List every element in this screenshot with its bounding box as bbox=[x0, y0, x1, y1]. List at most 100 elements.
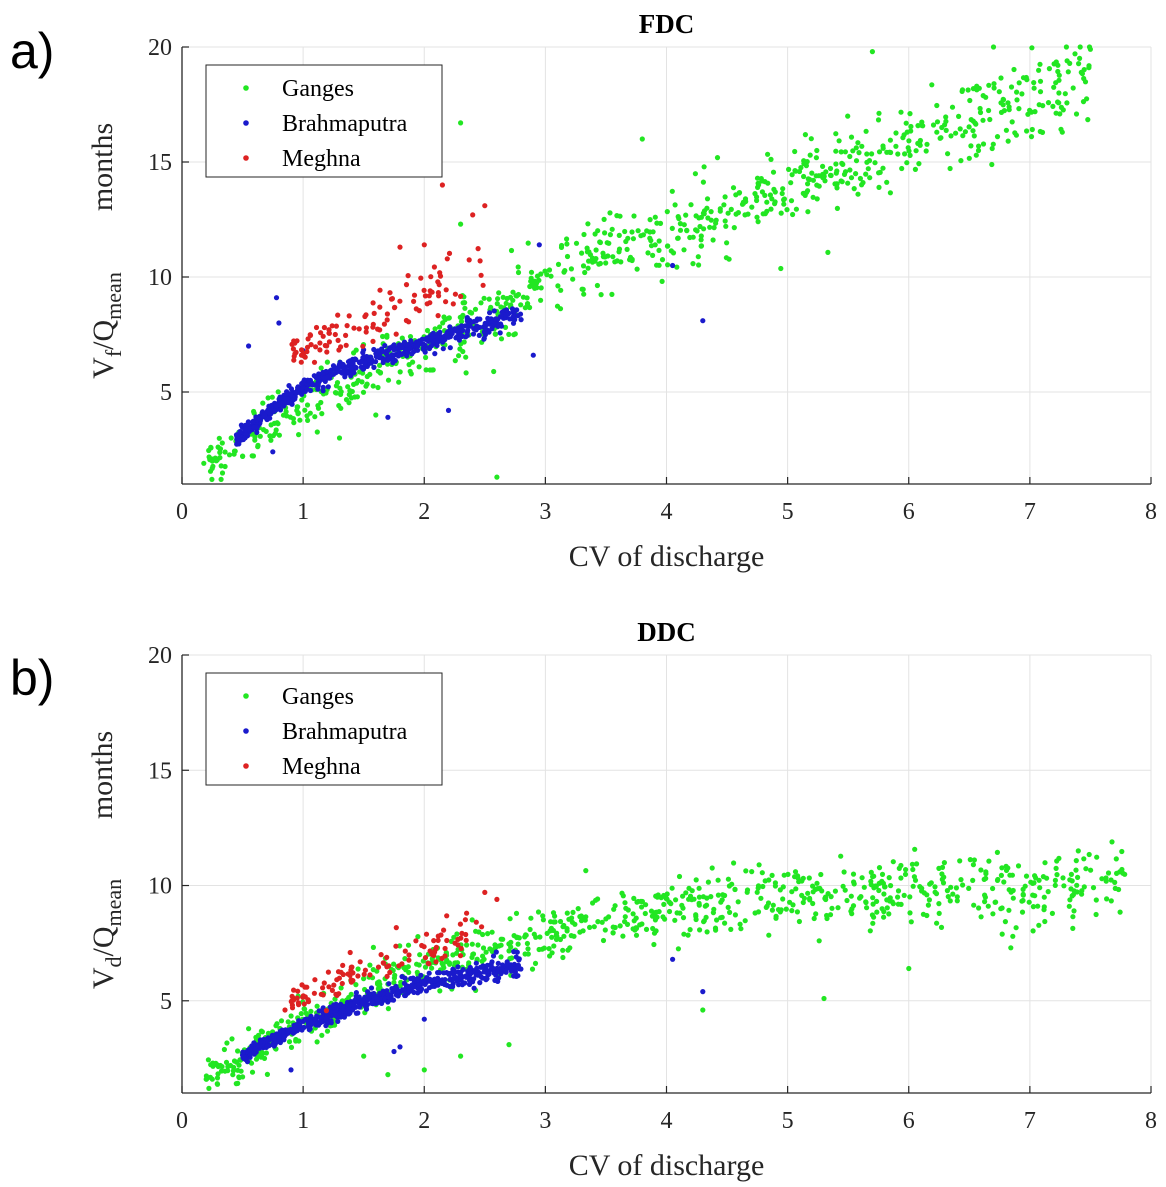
data-point bbox=[680, 905, 686, 911]
x-tick-label: 6 bbox=[903, 499, 915, 525]
data-point bbox=[1014, 97, 1020, 103]
data-point bbox=[433, 959, 439, 965]
data-point bbox=[572, 921, 578, 927]
data-point bbox=[664, 209, 670, 215]
data-point bbox=[246, 1026, 252, 1032]
data-point bbox=[990, 885, 996, 892]
data-point bbox=[304, 349, 310, 355]
data-point bbox=[291, 420, 297, 426]
legend-label: Ganges bbox=[282, 684, 354, 710]
data-point bbox=[900, 135, 906, 141]
data-point bbox=[481, 329, 487, 335]
data-point bbox=[1031, 80, 1037, 86]
data-point bbox=[439, 980, 445, 986]
data-point bbox=[364, 381, 370, 387]
data-point bbox=[895, 888, 902, 894]
data-point bbox=[311, 990, 317, 996]
data-point bbox=[338, 985, 344, 991]
data-point bbox=[459, 930, 465, 937]
data-point bbox=[875, 117, 882, 123]
data-point bbox=[508, 944, 514, 950]
data-point bbox=[696, 894, 703, 900]
data-point bbox=[250, 419, 256, 425]
data-point bbox=[582, 269, 588, 276]
data-point bbox=[318, 330, 324, 336]
data-point bbox=[466, 960, 472, 966]
data-point bbox=[1077, 55, 1083, 62]
data-point bbox=[299, 1027, 305, 1033]
data-point bbox=[291, 987, 297, 993]
data-point bbox=[414, 961, 420, 967]
data-point bbox=[361, 366, 367, 372]
data-point bbox=[602, 254, 608, 260]
data-point bbox=[536, 242, 542, 248]
data-point bbox=[363, 325, 369, 331]
data-point bbox=[387, 290, 393, 296]
data-point bbox=[335, 337, 341, 343]
data-point bbox=[321, 980, 327, 986]
data-point bbox=[350, 978, 356, 984]
data-point bbox=[326, 327, 332, 333]
data-point bbox=[639, 136, 645, 142]
data-point bbox=[909, 861, 916, 867]
chart-title: DDC bbox=[637, 617, 696, 647]
data-point bbox=[1030, 904, 1036, 910]
data-point bbox=[292, 396, 298, 402]
data-point bbox=[324, 343, 330, 349]
data-point bbox=[225, 1068, 231, 1074]
data-point bbox=[340, 962, 346, 969]
data-point bbox=[387, 969, 393, 976]
panel-label: a) bbox=[10, 23, 54, 79]
data-point bbox=[1053, 110, 1059, 116]
data-point bbox=[324, 1028, 331, 1034]
data-point bbox=[813, 173, 819, 179]
data-point bbox=[874, 898, 880, 905]
data-point bbox=[713, 217, 719, 223]
data-point bbox=[597, 239, 604, 246]
data-point bbox=[320, 384, 326, 390]
data-point bbox=[978, 914, 984, 920]
data-point bbox=[707, 224, 713, 230]
data-point bbox=[408, 371, 414, 377]
data-point bbox=[683, 890, 689, 896]
data-point bbox=[851, 879, 857, 885]
data-point bbox=[479, 964, 485, 970]
data-point bbox=[926, 897, 933, 903]
data-point bbox=[902, 151, 908, 157]
data-point bbox=[910, 883, 916, 889]
data-point bbox=[623, 238, 629, 245]
data-point bbox=[674, 264, 680, 270]
data-point bbox=[361, 971, 367, 978]
data-point bbox=[769, 907, 776, 913]
data-point bbox=[850, 903, 857, 909]
data-point bbox=[806, 875, 812, 881]
data-point bbox=[266, 403, 272, 409]
data-point bbox=[506, 1042, 512, 1048]
data-point bbox=[1005, 138, 1011, 144]
data-point bbox=[958, 158, 964, 164]
data-point bbox=[538, 285, 544, 291]
data-point bbox=[537, 934, 543, 940]
data-point bbox=[1085, 117, 1091, 123]
data-point bbox=[609, 226, 615, 232]
data-point bbox=[548, 273, 554, 279]
data-point bbox=[863, 171, 869, 177]
data-point bbox=[916, 161, 922, 167]
y-tick-label: 20 bbox=[148, 643, 172, 669]
data-point bbox=[524, 295, 530, 301]
data-point bbox=[515, 291, 522, 298]
data-point bbox=[1058, 104, 1064, 110]
data-point bbox=[510, 289, 516, 295]
data-point bbox=[887, 898, 893, 904]
data-point bbox=[957, 858, 963, 864]
data-point bbox=[475, 942, 481, 948]
data-point bbox=[715, 892, 722, 898]
data-point bbox=[1054, 858, 1060, 864]
data-point bbox=[493, 949, 499, 955]
data-point bbox=[210, 1060, 216, 1066]
data-point bbox=[453, 335, 459, 341]
data-point bbox=[867, 928, 873, 934]
data-point bbox=[1030, 928, 1036, 934]
data-point bbox=[1050, 103, 1056, 109]
data-point bbox=[814, 196, 820, 202]
